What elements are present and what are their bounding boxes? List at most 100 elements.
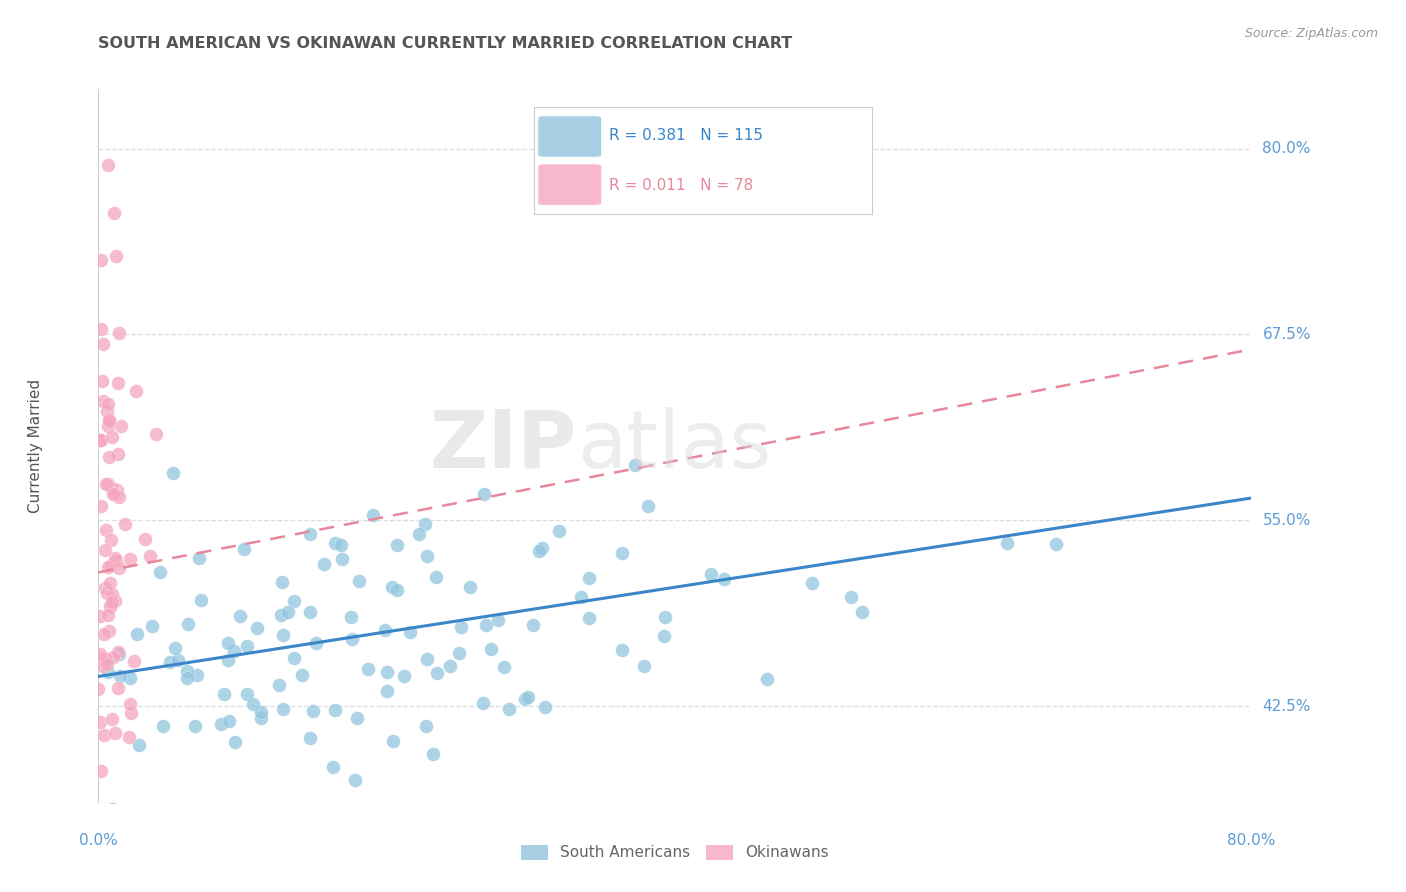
- Point: [298, 527, 321, 541]
- Point: [97, 158, 120, 172]
- Point: [534, 699, 557, 714]
- Point: [249, 711, 271, 725]
- Point: [93, 627, 115, 641]
- Point: [224, 734, 246, 748]
- Point: [94, 523, 117, 537]
- Legend: South Americans, Okinawans: South Americans, Okinawans: [515, 838, 835, 866]
- Point: [103, 650, 125, 665]
- Point: [90, 433, 112, 447]
- Point: [186, 668, 208, 682]
- Point: [426, 666, 449, 681]
- Point: [101, 712, 124, 726]
- Point: [108, 561, 131, 575]
- Point: [149, 565, 172, 579]
- Point: [382, 733, 405, 747]
- Point: [652, 629, 675, 643]
- Point: [118, 730, 141, 744]
- Point: [96, 477, 118, 491]
- Point: [97, 419, 120, 434]
- Point: [101, 595, 124, 609]
- Point: [101, 587, 124, 601]
- Point: [357, 662, 380, 676]
- Point: [90, 764, 112, 778]
- Point: [273, 702, 295, 716]
- Point: [93, 729, 115, 743]
- Point: [105, 249, 128, 263]
- Text: 0.0%: 0.0%: [79, 833, 118, 848]
- Point: [399, 625, 422, 640]
- Point: [486, 613, 509, 627]
- Point: [91, 393, 114, 408]
- Point: [89, 647, 111, 661]
- Point: [232, 541, 254, 556]
- Point: [89, 433, 111, 447]
- Point: [578, 571, 600, 585]
- Point: [176, 671, 198, 685]
- Point: [267, 677, 290, 691]
- Point: [107, 447, 129, 461]
- Point: [97, 477, 120, 491]
- Point: [305, 636, 328, 650]
- Point: [291, 668, 314, 682]
- Point: [87, 681, 110, 696]
- Point: [190, 592, 212, 607]
- Text: 80.0%: 80.0%: [1227, 833, 1275, 848]
- Point: [569, 590, 592, 604]
- Point: [375, 665, 398, 680]
- Point: [713, 573, 735, 587]
- Point: [346, 711, 368, 725]
- Point: [212, 687, 235, 701]
- Point: [513, 692, 536, 706]
- FancyBboxPatch shape: [537, 164, 602, 205]
- Point: [103, 205, 125, 219]
- Point: [472, 487, 495, 501]
- Point: [159, 656, 181, 670]
- Text: 80.0%: 80.0%: [1263, 141, 1310, 156]
- Point: [100, 599, 122, 613]
- Point: [90, 861, 112, 875]
- Point: [98, 450, 121, 465]
- Point: [107, 490, 129, 504]
- Point: [145, 426, 167, 441]
- Point: [756, 673, 779, 687]
- Point: [340, 632, 363, 647]
- Text: R = 0.381   N = 115: R = 0.381 N = 115: [609, 128, 762, 144]
- Point: [110, 419, 132, 434]
- Point: [98, 575, 121, 590]
- Point: [98, 414, 121, 428]
- Point: [98, 624, 121, 638]
- Point: [1045, 537, 1067, 551]
- Point: [236, 639, 259, 653]
- FancyBboxPatch shape: [537, 116, 602, 157]
- Point: [166, 652, 188, 666]
- Point: [380, 580, 402, 594]
- Point: [104, 594, 127, 608]
- Point: [152, 719, 174, 733]
- Point: [637, 499, 659, 513]
- Point: [385, 538, 408, 552]
- Point: [100, 533, 122, 547]
- Point: [277, 605, 299, 619]
- Point: [492, 660, 515, 674]
- Text: SOUTH AMERICAN VS OKINAWAN CURRENTLY MARRIED CORRELATION CHART: SOUTH AMERICAN VS OKINAWAN CURRENTLY MAR…: [98, 36, 793, 51]
- Point: [415, 652, 437, 666]
- Point: [101, 802, 124, 816]
- Point: [96, 585, 118, 599]
- Point: [114, 517, 136, 532]
- Point: [128, 738, 150, 752]
- Point: [415, 719, 437, 733]
- Text: R = 0.011   N = 78: R = 0.011 N = 78: [609, 178, 752, 193]
- Point: [479, 641, 502, 656]
- Point: [217, 653, 239, 667]
- Point: [610, 643, 633, 657]
- Point: [522, 617, 544, 632]
- Point: [108, 647, 131, 661]
- Point: [176, 664, 198, 678]
- Point: [416, 549, 439, 563]
- Point: [548, 524, 571, 539]
- Point: [138, 549, 160, 564]
- Point: [699, 567, 721, 582]
- Point: [270, 574, 292, 589]
- Point: [218, 714, 240, 728]
- Point: [91, 659, 114, 673]
